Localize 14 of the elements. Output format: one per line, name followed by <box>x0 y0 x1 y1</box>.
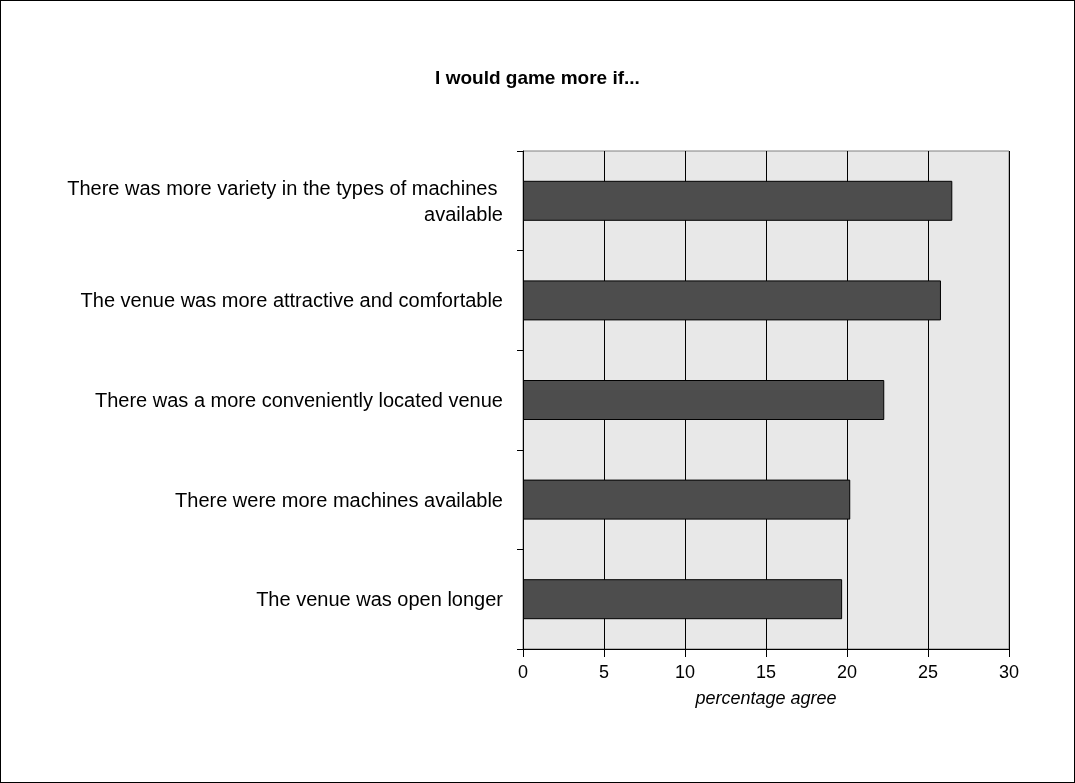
chart-title: I would game more if... <box>435 67 640 88</box>
x-tick-label: 0 <box>517 662 529 682</box>
y-tick-label: There was a more conveniently located venue <box>94 389 503 411</box>
x-tick-label: 25 <box>917 662 939 682</box>
x-tick-label: 15 <box>755 662 777 682</box>
x-tick-label: 20 <box>836 662 858 682</box>
y-tick-label: There was more variety in the types of machines available <box>67 176 503 225</box>
x-tick-label: 10 <box>674 662 696 682</box>
y-tick-label: The venue was more attractive and comfortable <box>80 289 503 312</box>
y-tick-label: There were more machines available <box>175 488 503 511</box>
y-tick-label: The venue was open longer <box>256 588 504 611</box>
x-axis-title: percentage agree <box>694 688 837 708</box>
x-tick-label: 30 <box>998 662 1020 682</box>
x-tick-label: 5 <box>598 662 610 682</box>
